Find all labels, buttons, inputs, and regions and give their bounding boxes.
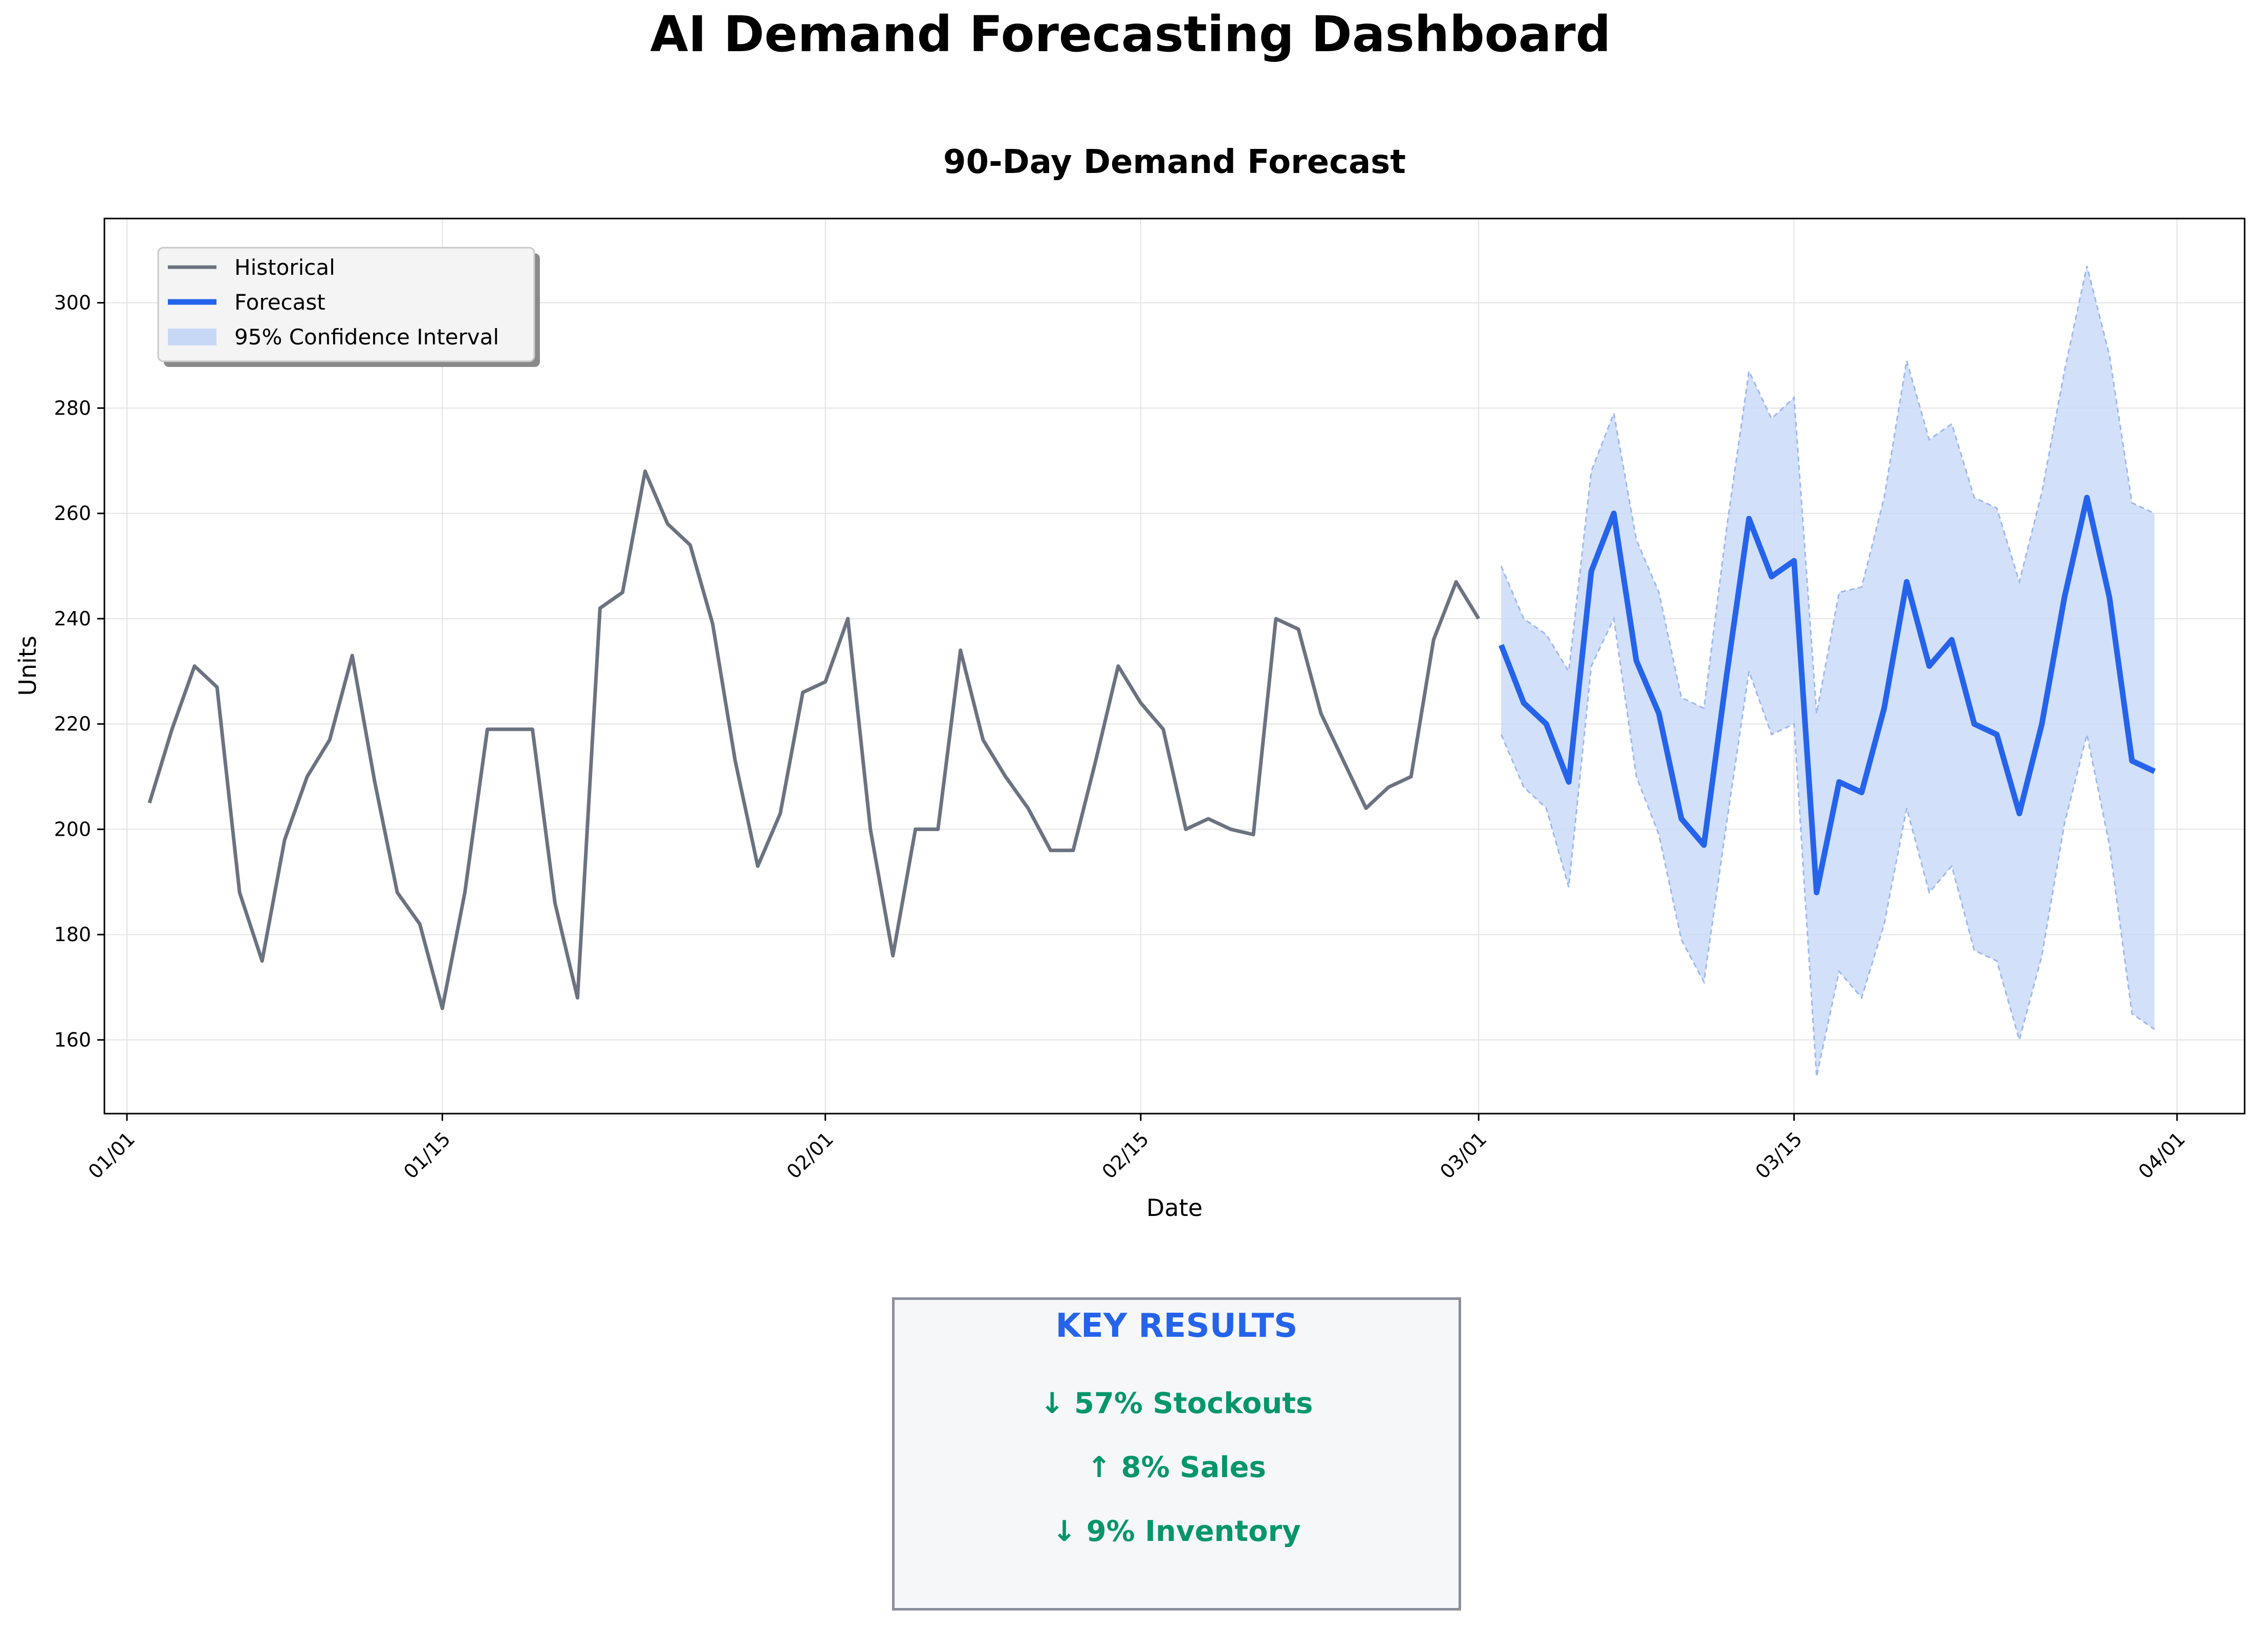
confidence-upper-bound [1500,266,2155,714]
key-result-inventory: ↓ 9% Inventory [1052,1515,1301,1548]
y-tick-label: 240 [54,607,91,630]
confidence-interval [1500,266,2155,1077]
legend-forecast-label: Forecast [234,290,325,315]
x-tick-label: 02/01 [782,1127,838,1183]
y-tick-label: 200 [54,818,91,840]
y-tick-label: 220 [54,713,91,735]
x-axis-label: Date [1146,1194,1203,1222]
plot-frame [103,218,2246,1115]
y-tick-label: 300 [54,292,91,314]
key-results-title: KEY RESULTS [1055,1307,1298,1345]
y-tick-label: 160 [54,1029,91,1051]
y-tick-label: 280 [54,397,91,419]
x-tick-label: 01/01 [84,1127,140,1183]
legend-interval-swatch [168,329,216,345]
legend-box [157,247,535,362]
confidence-lower-bound [1500,616,2155,1077]
series-lines [147,469,2156,1010]
forecast-line [1498,494,2156,896]
key-result-sales: ↑ 8% Sales [1087,1451,1266,1484]
confidence-band [1501,266,2155,1077]
legend: Historical Forecast 95% Confidence Inter… [157,247,540,367]
x-tick-label: 02/15 [1098,1127,1154,1183]
chart-title: 90-Day Demand Forecast [943,143,1406,181]
x-tick-label: 03/15 [1751,1127,1807,1183]
x-tick-label: 01/15 [399,1127,455,1183]
x-tick-label: 04/01 [2134,1127,2190,1183]
dashboard-title: AI Demand Forecasting Dashboard [650,6,1611,63]
legend-interval-label: 95% Confidence Interval [234,324,499,350]
x-tick-label: 03/01 [1436,1127,1491,1183]
y-tick-label: 260 [54,502,91,525]
key-results-box: KEY RESULTS ↓ 57% Stockouts ↑ 8% Sales ↓… [892,1297,1461,1611]
historical-line [147,469,1481,1010]
key-result-stockouts: ↓ 57% Stockouts [1040,1387,1313,1420]
y-axis-label: Units [14,636,41,696]
y-tick-label: 180 [54,923,91,946]
legend-historical-label: Historical [234,255,335,280]
